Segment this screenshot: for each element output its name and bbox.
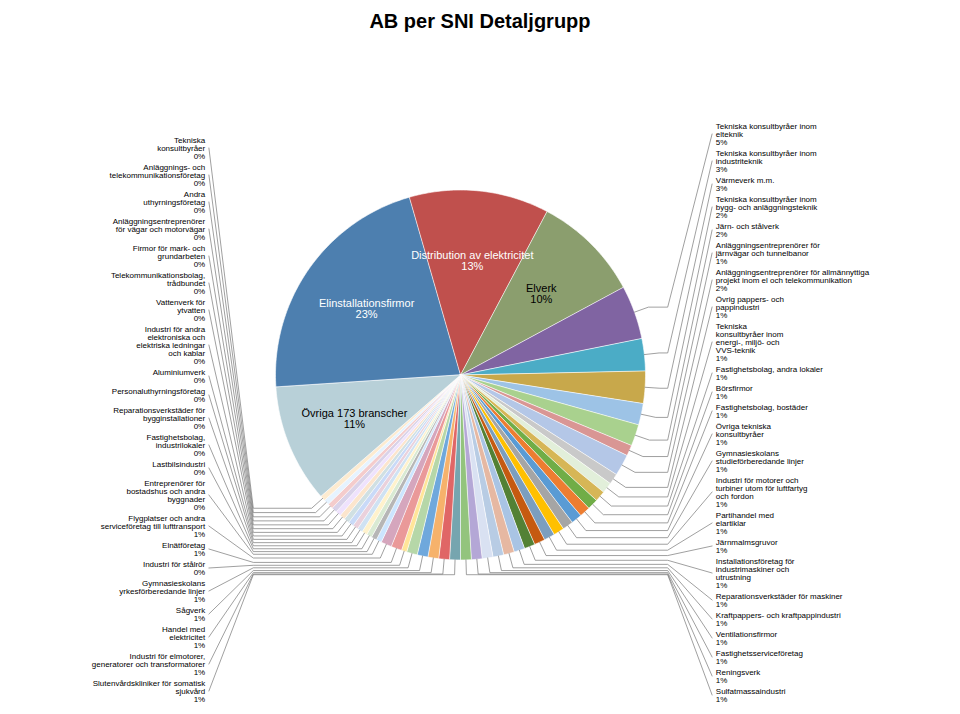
svg-text:Aluminiumverk0%: Aluminiumverk0%: [153, 368, 206, 385]
svg-text:Gymnasieskolansstudieförbereda: Gymnasieskolansstudieförberedande linjer…: [716, 449, 804, 474]
svg-text:Anläggningsentreprenörer förjä: Anläggningsentreprenörer förjärnvägar oc…: [715, 241, 820, 266]
svg-text:Reparationsverkstäder förbyggi: Reparationsverkstäder förbygginstallatio…: [113, 406, 205, 431]
svg-text:Anläggningsentreprenörerför vä: Anläggningsentreprenörerför vägar och mo…: [113, 217, 206, 242]
svg-text:Industri för motorer ochturbin: Industri för motorer ochturbiner utom fö…: [716, 476, 808, 509]
svg-text:Fastighetsbolag, andra lokaler: Fastighetsbolag, andra lokaler1%: [716, 365, 824, 382]
svg-text:Reparationsverkstäder för mask: Reparationsverkstäder för maskiner1%: [716, 592, 843, 609]
svg-text:Telekommunikationsbolag,trådbu: Telekommunikationsbolag,trådbundet0%: [111, 271, 206, 296]
svg-text:Övriga 173 branscher11%: Övriga 173 branscher11%: [302, 407, 408, 430]
svg-text:Andrauthyrningsföretag0%: Andrauthyrningsföretag0%: [143, 190, 205, 215]
svg-text:Industri för elmotorer,generat: Industri för elmotorer,generatorer och t…: [92, 652, 206, 677]
svg-text:Fastighetsserviceföretag1%: Fastighetsserviceföretag1%: [716, 649, 803, 666]
svg-text:Handel medelektricitet1%: Handel medelektricitet1%: [162, 625, 206, 650]
svg-text:Installationsföretag förindust: Installationsföretag förindustrimaskiner…: [716, 557, 795, 590]
svg-text:Slutenvårdskliniker för somati: Slutenvårdskliniker för somatisksjukvård…: [93, 679, 206, 704]
svg-text:Kraftpappers- och kraftpappind: Kraftpappers- och kraftpappindustri1%: [716, 611, 841, 628]
svg-text:Elnätföretag1%: Elnätföretag1%: [162, 541, 205, 558]
svg-text:Industri för stålrör0%: Industri för stålrör0%: [143, 560, 206, 577]
svg-text:Anläggningsentreprenörer för a: Anläggningsentreprenörer för allmännytti…: [716, 268, 870, 293]
svg-text:Järnmalmsgruvor1%: Järnmalmsgruvor1%: [716, 538, 778, 555]
svg-text:Anläggnings- ochtelekommunikat: Anläggnings- ochtelekommunikationsföreta…: [110, 163, 206, 188]
svg-text:Sulfatmassaindustri1%: Sulfatmassaindustri1%: [716, 687, 786, 704]
svg-text:Fastighetsbolag,industrilokale: Fastighetsbolag,industrilokaler0%: [146, 433, 205, 458]
html-text:AB per SNI Detaljgrupp: AB per SNI Detaljgrupp: [369, 10, 591, 32]
svg-text:Distribution av elektricitet13: Distribution av elektricitet13%: [411, 249, 533, 272]
svg-text:Vattenverk förytvatten0%: Vattenverk förytvatten0%: [156, 298, 206, 323]
svg-text:Elverk10%: Elverk10%: [526, 282, 557, 305]
svg-text:Börsfirmor1%: Börsfirmor1%: [716, 384, 753, 401]
svg-text:Gymnasieskolansyrkesförberedan: Gymnasieskolansyrkesförberedande linjer1…: [119, 579, 205, 604]
svg-text:Entreprenörer förbostadshus oc: Entreprenörer förbostadshus och andrabyg…: [126, 479, 205, 512]
svg-text:Övrig pappers- ochpappindustri: Övrig pappers- ochpappindustri1%: [716, 295, 784, 320]
svg-text:Industri för andraelektroniska: Industri för andraelektroniska ochelektr…: [136, 325, 205, 366]
svg-text:Partihandel medelartiklar1%: Partihandel medelartiklar1%: [716, 511, 774, 536]
svg-text:Tekniska konsultbyråer inomind: Tekniska konsultbyråer inomindustritekni…: [716, 149, 817, 174]
svg-text:Lastbilsindustri0%: Lastbilsindustri0%: [152, 460, 205, 477]
svg-text:Firmor för mark- ochgrundarbet: Firmor för mark- ochgrundarbeten0%: [133, 244, 205, 269]
svg-text:Järn- och stålverk2%: Järn- och stålverk2%: [716, 222, 780, 239]
svg-text:Sågverk1%: Sågverk1%: [176, 606, 206, 623]
svg-text:Elinstallationsfirmor23%: Elinstallationsfirmor23%: [319, 297, 415, 320]
svg-text:Ventilationsfirmor1%: Ventilationsfirmor1%: [716, 630, 778, 647]
svg-text:Tekniskakonsultbyråer0%: Tekniskakonsultbyråer0%: [157, 136, 206, 161]
svg-text:Tekniska konsultbyråer inombyg: Tekniska konsultbyråer inombygg- och anl…: [716, 195, 818, 220]
svg-text:Värmeverk m.m.3%: Värmeverk m.m.3%: [716, 176, 775, 193]
svg-text:Personaluthyrningsföretag0%: Personaluthyrningsföretag0%: [112, 387, 205, 404]
svg-text:Tekniska konsultbyråer inomelt: Tekniska konsultbyråer inomelteknik5%: [716, 122, 817, 147]
svg-text:Fastighetsbolag, bostäder1%: Fastighetsbolag, bostäder1%: [716, 403, 808, 420]
svg-text:Reningsverk1%: Reningsverk1%: [716, 668, 761, 685]
svg-text:Flygplatser och andraservicefö: Flygplatser och andraserviceföretag till…: [101, 514, 206, 539]
svg-text:Övriga tekniskakonsultbyråer1%: Övriga tekniskakonsultbyråer1%: [716, 422, 772, 447]
svg-text:Tekniskakonsultbyråer inomener: Tekniskakonsultbyråer inomenergi-, miljö…: [716, 322, 784, 363]
